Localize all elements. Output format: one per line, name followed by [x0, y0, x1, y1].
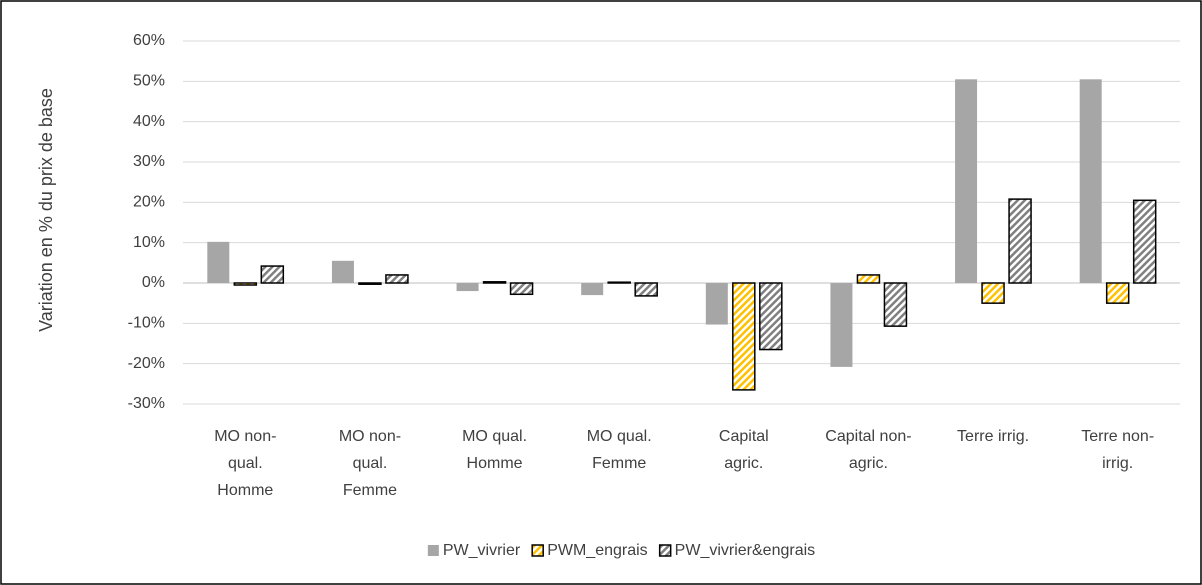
bar	[1008, 198, 1032, 284]
x-tick-label: Capital	[719, 428, 769, 445]
bar	[233, 282, 258, 286]
x-tick-label: MO non-	[339, 428, 401, 445]
y-tick-label: 50%	[133, 73, 165, 90]
legend-label: PW_vivrier&engrais	[675, 542, 815, 559]
x-tick-label: Homme	[217, 482, 273, 499]
bar	[207, 241, 230, 283]
x-tick-label: Femme	[592, 455, 646, 472]
bar	[1132, 199, 1157, 284]
legend-label: PWM_engrais	[547, 542, 647, 559]
x-tick-label: Homme	[467, 455, 523, 472]
bar	[456, 283, 479, 292]
x-tick-label: agric.	[849, 455, 888, 472]
y-tick-label: -20%	[128, 355, 165, 372]
bar	[482, 281, 507, 284]
x-tick-label: Femme	[343, 482, 397, 499]
bar	[705, 283, 728, 325]
x-tick-label: irrig.	[1102, 455, 1133, 472]
legend-swatch	[427, 545, 439, 556]
x-tick-label: qual.	[228, 455, 263, 472]
y-tick-label: 30%	[133, 153, 165, 170]
legend-swatch	[658, 544, 672, 557]
y-tick-label: -10%	[128, 315, 165, 332]
x-tick-label: Terre irrig.	[957, 428, 1029, 445]
x-tick-label: Capital non-	[825, 428, 911, 445]
bar	[358, 282, 382, 285]
y-tick-label: 20%	[133, 194, 165, 211]
bar	[581, 283, 604, 296]
legend: PW_vivrier PWM_engrais PW_vivrier&engrais	[427, 542, 815, 559]
y-tick-label: 0%	[142, 274, 165, 291]
x-tick-label: MO non-	[214, 428, 276, 445]
bar	[634, 282, 658, 297]
bar	[955, 79, 978, 283]
x-tick-label: MO qual.	[587, 428, 652, 445]
bar	[509, 282, 534, 296]
y-tick-label: 60%	[133, 32, 165, 49]
bar	[732, 282, 756, 391]
x-tick-label: MO qual.	[462, 428, 527, 445]
y-axis-title: Variation en % du prix de base	[36, 88, 56, 332]
x-tick-label: qual.	[353, 455, 388, 472]
bar	[883, 282, 908, 327]
bar	[981, 282, 1005, 304]
bar	[830, 283, 853, 367]
legend-swatch	[531, 544, 544, 557]
bar	[1079, 79, 1102, 283]
y-tick-label: 40%	[133, 113, 165, 130]
y-tick-label: -30%	[128, 395, 165, 412]
bar	[331, 260, 354, 283]
bar	[260, 265, 285, 284]
bar	[759, 282, 783, 351]
legend-label: PW_vivrier	[443, 542, 521, 559]
bar	[856, 274, 881, 284]
bar	[607, 281, 631, 284]
x-tick-label: Terre non-	[1081, 428, 1154, 445]
x-tick-label: agric.	[724, 455, 763, 472]
y-tick-label: 10%	[133, 234, 165, 251]
bar	[385, 274, 409, 284]
bar	[1105, 282, 1130, 304]
